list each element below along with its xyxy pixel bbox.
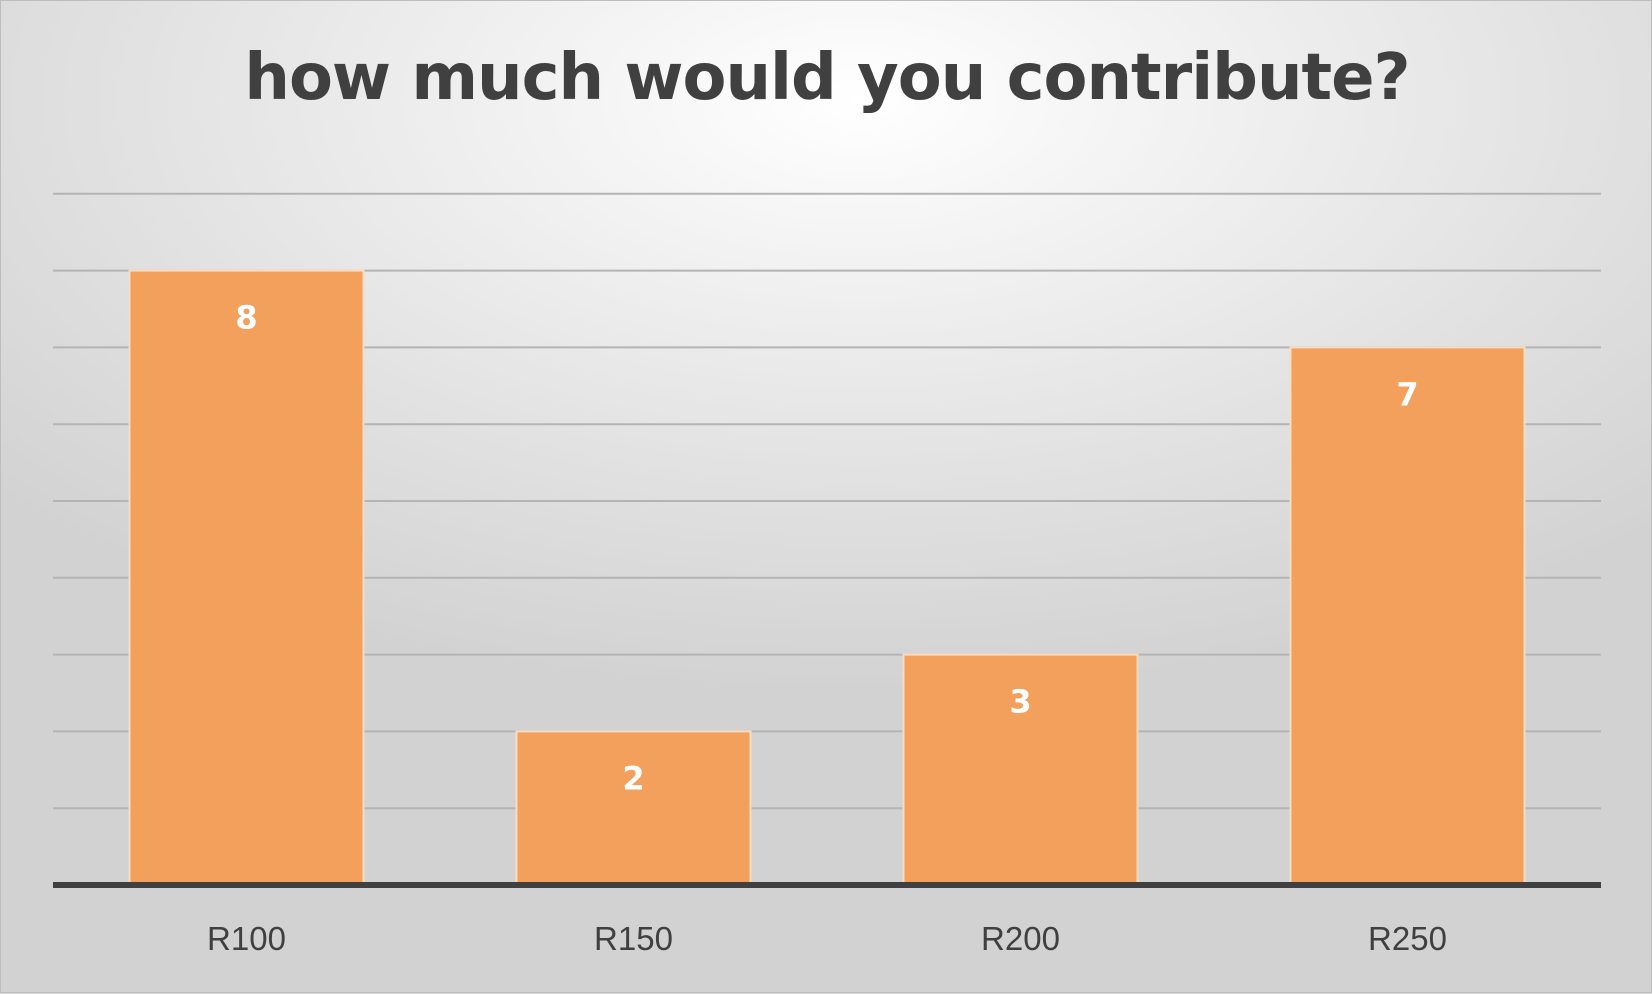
x-tick-label: R100 xyxy=(207,920,286,957)
data-label: 7 xyxy=(1396,375,1418,413)
x-tick-label: R200 xyxy=(981,920,1060,957)
data-label: 8 xyxy=(235,299,257,337)
x-tick-label: R250 xyxy=(1368,920,1447,957)
bar-r100 xyxy=(128,269,365,887)
chart-title: how much would you contribute? xyxy=(244,41,1410,115)
bar-r200 xyxy=(902,653,1139,886)
data-label: 2 xyxy=(622,759,644,797)
bar-r150 xyxy=(515,730,752,887)
bar-r250 xyxy=(1289,346,1526,886)
x-tick-label: R150 xyxy=(594,920,673,957)
data-label: 3 xyxy=(1009,683,1031,721)
